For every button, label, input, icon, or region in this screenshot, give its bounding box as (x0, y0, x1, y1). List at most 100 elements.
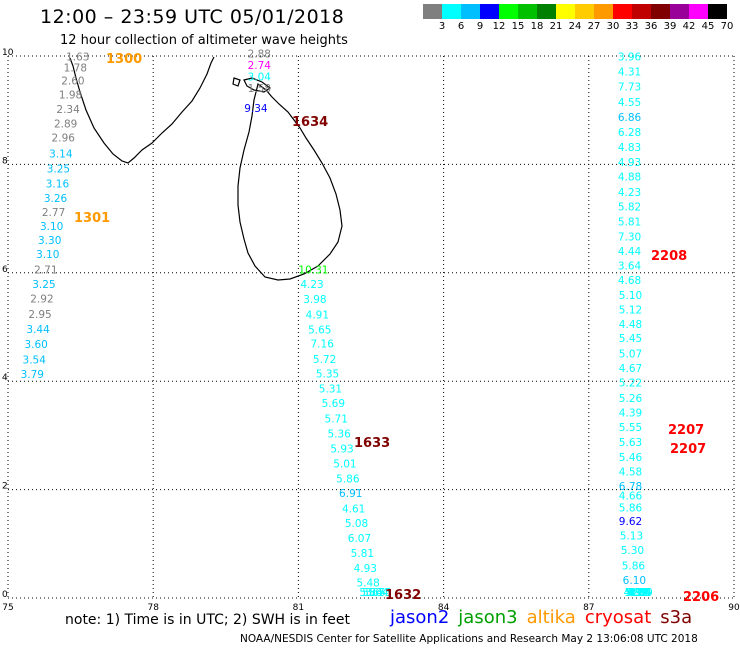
colorbar-label: 45 (701, 21, 715, 32)
wave-height-value: 4.23 (618, 187, 641, 199)
wave-height-value: 4.23 (627, 587, 650, 599)
colorbar-cell (651, 4, 670, 19)
colorbar-label: 18 (530, 21, 544, 32)
jaffna-peninsula (243, 77, 272, 93)
wave-height-value: 5.07 (619, 348, 642, 360)
credit-line: NOAA/NESDIS Center for Satellite Applica… (240, 633, 698, 645)
wave-height-value: 5.86 (336, 474, 360, 486)
india-coastline (69, 56, 215, 164)
colorbar-label: 24 (568, 21, 582, 32)
page-subtitle: 12 hour collection of altimeter wave hei… (60, 33, 348, 48)
wave-height-value: 1.98 (59, 89, 82, 101)
colorbar-label: 9 (476, 21, 484, 32)
wave-height-value: 4.83 (618, 142, 641, 154)
pass-time-label: 2208 (651, 249, 687, 264)
wave-height-value: 2.34 (56, 104, 80, 116)
wave-height-value: 5.75 (368, 587, 391, 599)
wave-height-value: 1.58 (248, 83, 271, 95)
wave-height-value: 3.54 (23, 354, 47, 366)
wave-height-value: 5.94 (626, 587, 650, 599)
colorbar-label: 15 (511, 21, 525, 32)
wave-height-value: 5.10 (619, 290, 642, 302)
colorbar-cell (575, 4, 594, 19)
pass-time-label: 2206 (683, 590, 719, 605)
colorbar-label: 12 (492, 21, 506, 32)
legend-s3a: s3a (660, 607, 693, 628)
wave-height-value: 5.46 (619, 452, 643, 464)
sri-lanka-coastline (237, 82, 343, 281)
y-tick-label: 2 (2, 482, 8, 492)
colorbar-label: 27 (587, 21, 601, 32)
wave-height-value: 4.48 (619, 319, 642, 331)
wave-height-value: 2.95 (28, 309, 51, 321)
track-1634: 2.882.743.041.58 9.34 (244, 49, 271, 115)
wave-height-value: 5.65 (308, 325, 331, 337)
wave-height-value: 10.31 (298, 264, 328, 276)
track-2207b: 5.86 9.62 5.13 5.30 5.86 6.104.97 (619, 502, 647, 599)
wave-height-value: 4.68 (618, 275, 641, 287)
wave-height-value: 3.04 (248, 71, 272, 83)
wave-height-value: 5.12 (619, 304, 642, 316)
colorbar-cell (442, 4, 461, 19)
wave-height-value: 3.60 (24, 339, 47, 351)
track-2207: 5.10 5.12 4.48 5.45 5.07 4.67 5.22 5.26 4.39 5.55… (619, 290, 643, 503)
wave-height-value: 5.36 (327, 429, 351, 441)
wave-height-value: 4.55 (618, 97, 641, 109)
wave-height-value: 6.28 (618, 127, 641, 139)
y-tick-label: 6 (2, 265, 8, 275)
wave-height-value: 5.30 (621, 545, 644, 557)
wave-height-value: 4.44 (618, 246, 642, 258)
wave-height-value: 4.67 (619, 363, 642, 375)
pass-time-label: 1300 (106, 52, 142, 67)
wave-height-value: 4.23 (300, 279, 323, 291)
wave-height-value: 7.30 (618, 231, 641, 243)
legend-jason2: jason2 (390, 607, 450, 628)
colorbar-cell (461, 4, 480, 19)
wave-height-value: 4.91 (306, 309, 329, 321)
wave-height-value: 6.10 (623, 575, 646, 587)
wave-height-value: 7.16 (311, 339, 335, 351)
wave-height-value: 4.93 (354, 563, 377, 575)
x-tick-label: 81 (293, 603, 304, 613)
wave-height-value: 5.45 (619, 333, 642, 345)
wave-height-value: 5.71 (325, 413, 348, 425)
x-tick-label: 87 (583, 603, 594, 613)
wave-height-value: 1.78 (64, 63, 87, 75)
wave-height-value: 5.72 (313, 354, 336, 366)
x-tick-label: 75 (2, 603, 13, 613)
pass-time-label: 1634 (292, 115, 328, 130)
track-2206: 5.595.944.234.964.844.09 (625, 587, 653, 599)
x-tick-label: 78 (147, 603, 159, 613)
colorbar-label: 30 (606, 21, 620, 32)
wave-height-value: 5.22 (619, 378, 642, 390)
wave-height-value: 5.69 (322, 398, 345, 410)
pass-time-label: 2207 (670, 442, 706, 457)
wave-height-value: 5.59 (625, 587, 648, 599)
colorbar-cell (613, 4, 632, 19)
axis-labels: 75 78 81 84 87 90 0 2 4 6 8 10 (2, 48, 740, 613)
wave-height-value: 5.86 (619, 502, 643, 514)
wave-height-value: 5.81 (351, 548, 374, 560)
x-tick-label: 84 (438, 603, 450, 613)
wave-height-value: 5.26 (619, 393, 643, 405)
wave-height-value: 4.84 (628, 587, 652, 599)
wave-height-value: 4.58 (619, 467, 642, 479)
y-tick-label: 10 (2, 48, 14, 58)
legend-cryosat: cryosat (584, 607, 652, 628)
grid-lines (7, 55, 735, 599)
wave-height-value: 3.25 (32, 279, 55, 291)
wave-height-value: 5.31 (319, 384, 342, 396)
wave-height-value: 5.55 (619, 422, 642, 434)
pass-time-label: 1632 (385, 588, 421, 603)
colorbar-cell (632, 4, 651, 19)
track-1301: 3.16 3.26 2.77 3.10 3.30 3.10 2.71 3.25 2.92 2.95… (21, 179, 70, 381)
colorbar-label: 33 (625, 21, 639, 32)
wave-height-value: 2.88 (248, 49, 271, 61)
colorbar-cell (594, 4, 613, 19)
colorbar-label: 42 (682, 21, 696, 32)
pass-time-label: 1301 (74, 211, 110, 226)
wave-height-value: 2.89 (54, 119, 77, 131)
track-1633: 10.31 4.23 3.98 4.91 5.65 7.16 5.72 5.35 5.31 5.6… (298, 264, 368, 530)
wave-height-value: 6.86 (618, 112, 642, 124)
y-tick-label: 4 (2, 373, 8, 383)
